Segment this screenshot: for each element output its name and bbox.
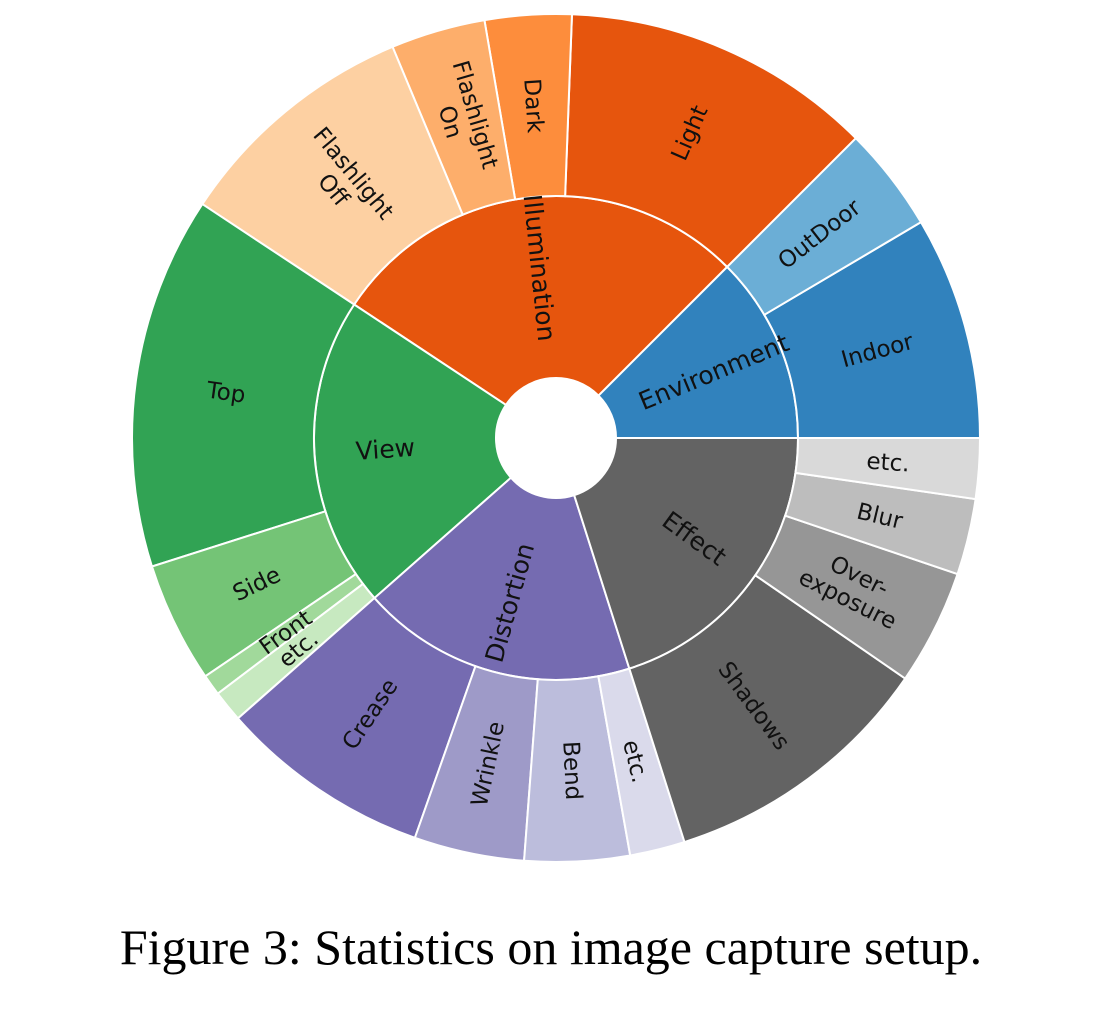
outer-slice-view-top: [131, 202, 356, 568]
outer-ring: [131, 13, 982, 863]
outer-label-illumination-dark: Dark: [518, 78, 548, 135]
inner-label-view: View: [355, 433, 416, 466]
inner-ring: [313, 195, 800, 681]
sunburst-chart: Environment Indoor OutDoor Illumination Ligh…: [131, 13, 982, 863]
outer-slice-effect-etc: [794, 437, 982, 501]
outer-label-distortion-bend: Bend: [557, 740, 586, 800]
outer-label-effect-etc: etc.: [866, 449, 911, 478]
figure-caption: Figure 3: Statistics on image capture se…: [119, 919, 983, 975]
outer-slice-illumination-light: [564, 13, 858, 269]
sunburst-svg: Environment IndoorOutDoorIlluminationLigh…: [131, 13, 982, 863]
outer-label-view-top: Top: [204, 377, 247, 408]
